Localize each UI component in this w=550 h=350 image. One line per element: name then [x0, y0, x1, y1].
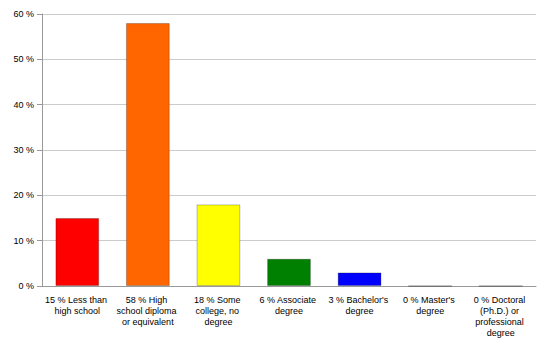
svg-text:3 % Bachelor's: 3 % Bachelor's: [328, 295, 390, 305]
svg-text:(Ph.D.) or: (Ph.D.) or: [480, 306, 522, 316]
svg-text:0 % Doctoral: 0 % Doctoral: [474, 295, 528, 305]
svg-text:0 %: 0 %: [18, 281, 34, 291]
svg-text:0 % Master's: 0 % Master's: [403, 295, 457, 305]
svg-text:degree: degree: [346, 306, 374, 316]
svg-text:18 % Some: 18 % Some: [194, 295, 243, 305]
svg-text:college, no: college, no: [195, 306, 241, 316]
svg-text:degree: degree: [416, 306, 444, 316]
svg-text:20 %: 20 %: [13, 190, 34, 200]
svg-text:60 %: 60 %: [13, 9, 34, 19]
svg-text:professional: professional: [475, 317, 526, 327]
svg-text:58 % High: 58 % High: [126, 295, 170, 305]
svg-text:30 %: 30 %: [13, 145, 34, 155]
svg-text:15 % Less than: 15 % Less than: [45, 295, 110, 305]
svg-text:50 %: 50 %: [13, 54, 34, 64]
svg-text:degree: degree: [204, 317, 232, 327]
svg-text:40 %: 40 %: [13, 100, 34, 110]
svg-text:or equivalent: or equivalent: [122, 317, 174, 327]
svg-text:degree: degree: [487, 328, 515, 338]
svg-text:10 %: 10 %: [13, 236, 34, 246]
svg-text:degree: degree: [275, 306, 303, 316]
svg-text:high school: high school: [55, 306, 101, 316]
svg-text:6 % Associate: 6 % Associate: [259, 295, 318, 305]
svg-text:school diploma: school diploma: [117, 306, 180, 316]
